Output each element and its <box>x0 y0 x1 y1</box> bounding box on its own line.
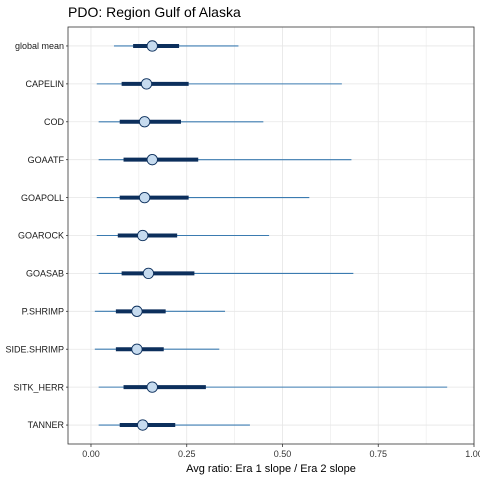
y-tick-label: SITK_HERR <box>13 382 64 392</box>
y-tick-label: TANNER <box>28 420 65 430</box>
point-estimate <box>132 306 142 316</box>
x-axis-labels: 0.00 0.25 0.50 0.75 1.00 <box>82 444 480 459</box>
point-estimate <box>137 230 147 240</box>
x-tick-label: 1.00 <box>465 449 480 459</box>
point-estimate <box>137 420 147 430</box>
point-estimate <box>139 117 149 127</box>
x-tick-label: 0.50 <box>274 449 292 459</box>
y-tick-label: GOAATF <box>28 155 65 165</box>
x-tick-label: 0.25 <box>178 449 196 459</box>
y-tick-label: global mean <box>15 41 64 51</box>
x-axis-title: Avg ratio: Era 1 slope / Era 2 slope <box>186 463 356 475</box>
y-tick-label: GOAROCK <box>18 231 64 241</box>
y-tick-label: P.SHRIMP <box>22 307 64 317</box>
point-estimate <box>141 79 151 89</box>
x-tick-label: 0.75 <box>369 449 387 459</box>
point-estimate <box>143 268 153 278</box>
y-tick-label: CAPELIN <box>25 79 64 89</box>
y-tick-label: GOASAB <box>26 269 64 279</box>
point-estimate <box>147 41 157 51</box>
y-tick-label: COD <box>44 117 65 127</box>
point-estimate <box>132 344 142 354</box>
chart-title: PDO: Region Gulf of Alaska <box>68 4 241 20</box>
point-estimate <box>147 382 157 392</box>
y-axis-labels: global mean CAPELIN COD GOAATF GOAPOLL GOAROC… <box>5 41 68 430</box>
point-estimate <box>139 192 149 202</box>
y-tick-label: SIDE.SHRIMP <box>5 344 64 354</box>
x-tick-label: 0.00 <box>82 449 100 459</box>
y-tick-label: GOAPOLL <box>21 193 64 203</box>
point-estimate <box>147 154 157 164</box>
